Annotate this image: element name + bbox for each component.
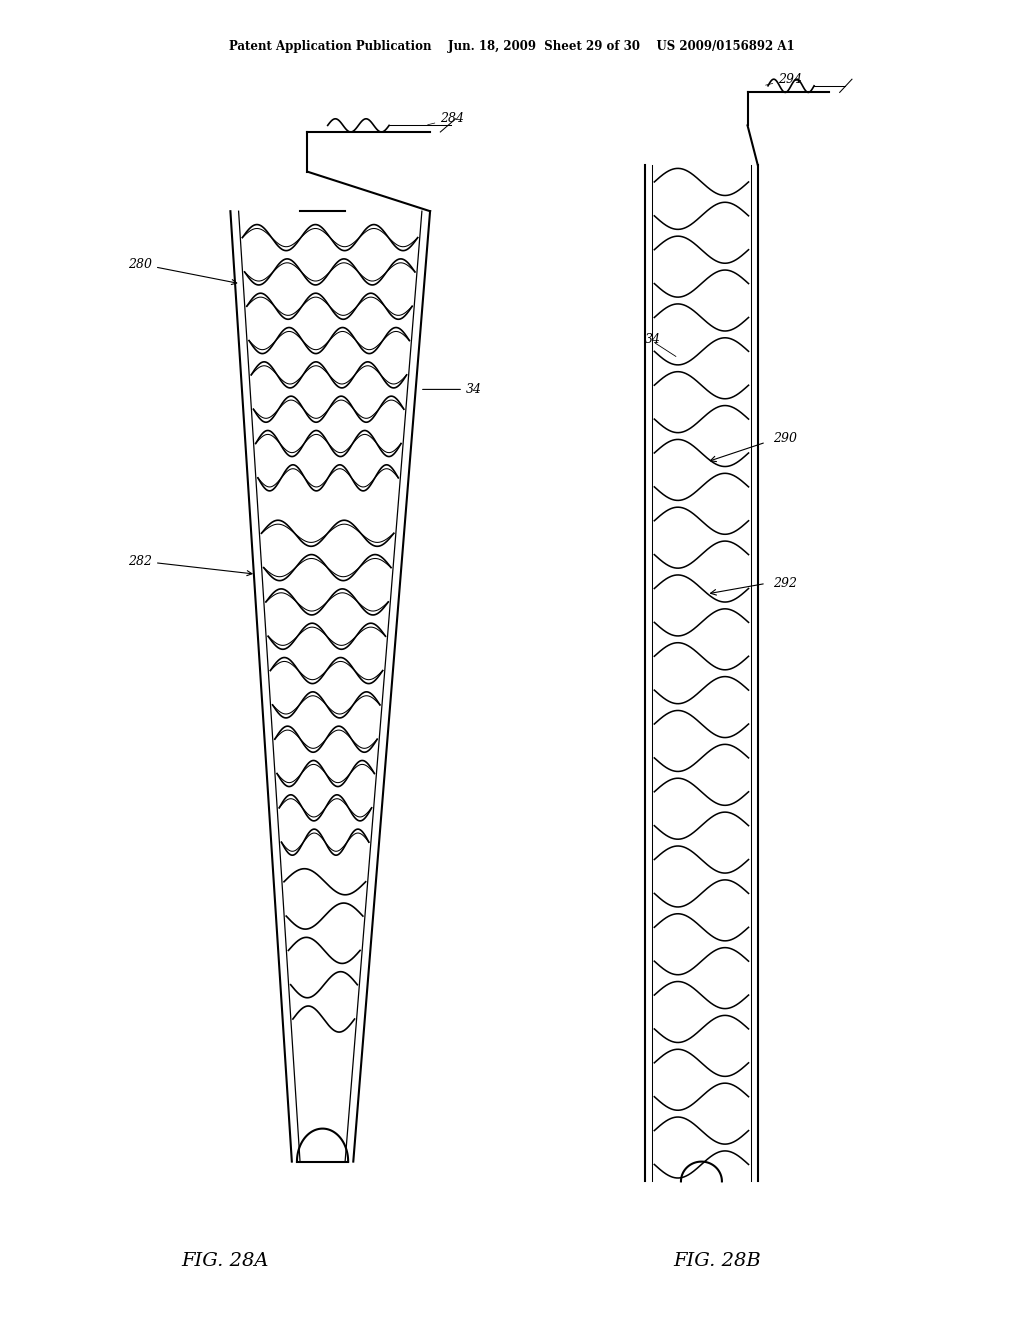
Text: FIG. 28A: FIG. 28A: [181, 1251, 269, 1270]
Text: 284: 284: [428, 112, 464, 125]
Text: 290: 290: [773, 432, 797, 445]
Text: 34: 34: [423, 383, 482, 396]
Text: 292: 292: [773, 577, 797, 590]
Text: 34: 34: [645, 333, 662, 346]
Text: FIG. 28B: FIG. 28B: [673, 1251, 761, 1270]
Text: 294: 294: [766, 73, 802, 86]
Text: 280: 280: [128, 257, 237, 285]
Text: Patent Application Publication    Jun. 18, 2009  Sheet 29 of 30    US 2009/01568: Patent Application Publication Jun. 18, …: [229, 40, 795, 53]
Text: 282: 282: [128, 554, 252, 576]
